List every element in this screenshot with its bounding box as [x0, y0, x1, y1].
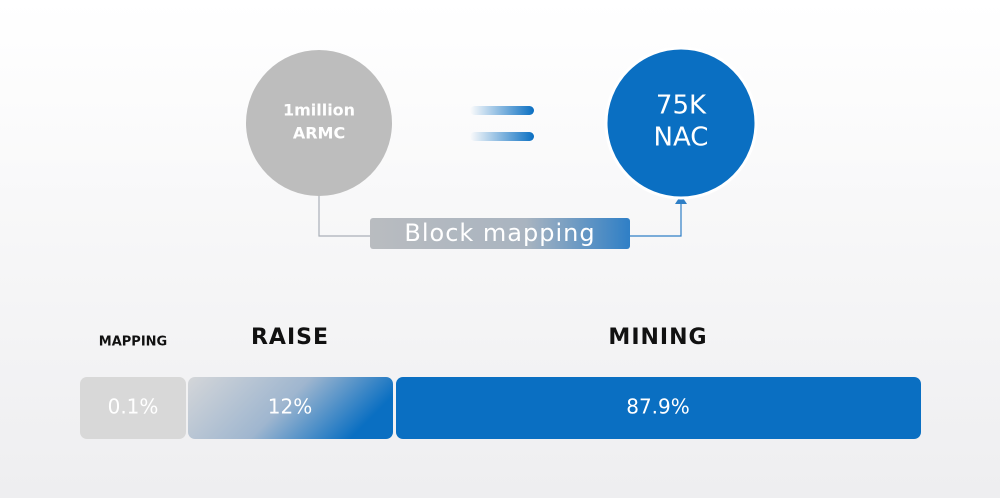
segment-title: MINING [608, 325, 707, 350]
connector [630, 202, 682, 237]
segment-value: 87.9% [626, 395, 690, 419]
segment [396, 377, 921, 439]
segment [80, 377, 186, 439]
target-amount: 75K [656, 91, 707, 121]
target-token: NAC [654, 123, 709, 153]
segment-title: RAISE [251, 325, 329, 350]
link-label-box [370, 218, 630, 249]
source-token: ARMC [293, 124, 345, 143]
link-label: Block mapping [404, 219, 595, 247]
segment-value: 0.1% [108, 395, 159, 419]
source-circle [246, 50, 392, 196]
equals-bar [470, 132, 534, 141]
equals-bar [470, 106, 534, 115]
source-amount: 1million [283, 101, 355, 120]
connector [318, 196, 370, 237]
segment-title: MAPPING [99, 335, 167, 350]
target-circle [604, 46, 758, 200]
segment [188, 377, 393, 439]
segment-value: 12% [268, 395, 312, 419]
